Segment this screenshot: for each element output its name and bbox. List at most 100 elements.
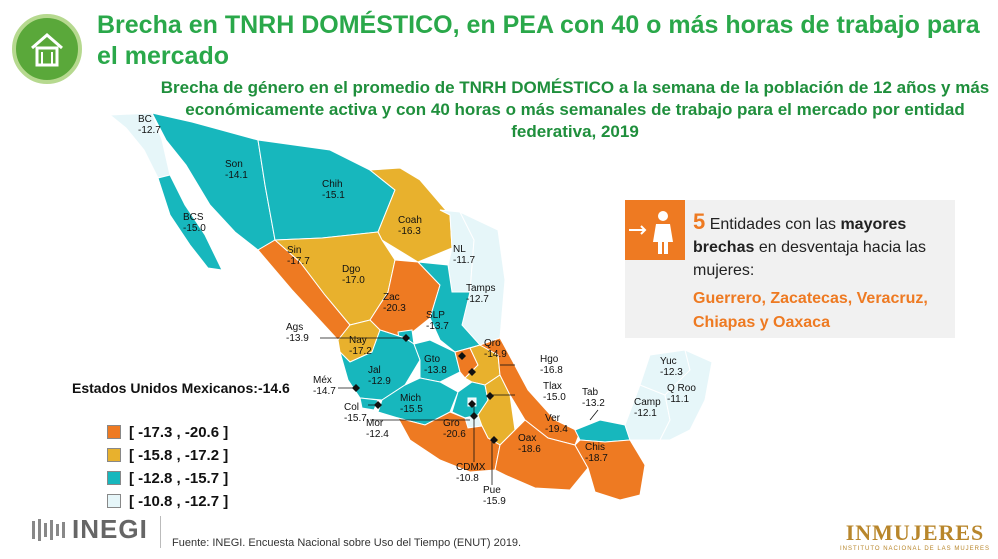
source-note: Fuente: INEGI. Encuesta Nacional sobre U… bbox=[172, 537, 522, 549]
state-label-value: -13.8 bbox=[424, 365, 447, 376]
callout-states: Guerrero, Zacatecas, Veracruz, Chiapas y… bbox=[693, 290, 928, 331]
inegi-dots-icon bbox=[32, 518, 65, 541]
state-label-abbr: CDMX bbox=[456, 462, 486, 473]
legend-swatch bbox=[107, 471, 121, 485]
state-label-value: -16.3 bbox=[398, 226, 421, 237]
state-label-value: -18.7 bbox=[585, 453, 608, 464]
state-label-value: -12.9 bbox=[368, 376, 391, 387]
footer-divider bbox=[160, 516, 161, 548]
state-label-value: -17.7 bbox=[287, 256, 310, 267]
state-tab bbox=[574, 419, 631, 443]
callout-text-bold: mayores brechas bbox=[693, 216, 907, 256]
national-label: Estados Unidos Mexicanos: bbox=[72, 380, 258, 396]
state-label-abbr: Oax bbox=[518, 433, 536, 444]
map-legend: [ -17.3 , -20.6 ] [ -15.8 , -17.2 ] [ -1… bbox=[107, 422, 228, 514]
state-label-abbr: Jal bbox=[368, 365, 381, 376]
state-label-value: -15.5 bbox=[400, 404, 423, 415]
state-label-value: -15.0 bbox=[543, 392, 566, 403]
legend-label: [ -12.8 , -15.7 ] bbox=[129, 469, 229, 487]
national-value: Estados Unidos Mexicanos:-14.6 bbox=[72, 380, 290, 396]
state-label-abbr: Sin bbox=[287, 245, 301, 256]
state-label-abbr: Mich bbox=[400, 393, 421, 404]
page-subtitle: Brecha de género en el promedio de TNRH … bbox=[160, 78, 990, 141]
leader-lines bbox=[320, 337, 599, 485]
inmujeres-logo: INMUJERES INSTITUTO NACIONAL DE LAS MUJE… bbox=[840, 520, 990, 552]
state-label-value: -15.1 bbox=[322, 190, 345, 201]
legend-item: [ -10.8 , -12.7 ] bbox=[107, 491, 228, 511]
woman-icon bbox=[629, 211, 673, 254]
state-label-abbr: Qro bbox=[484, 338, 501, 349]
state-label-abbr: BCS bbox=[183, 212, 204, 223]
state-label-abbr: Pue bbox=[483, 485, 501, 496]
state-label-abbr: Gto bbox=[424, 354, 441, 365]
state-label-value: -15.9 bbox=[483, 496, 506, 507]
state-label-value: -12.1 bbox=[634, 408, 657, 419]
state-label-abbr: Mor bbox=[366, 418, 384, 429]
marker-dots bbox=[352, 334, 498, 444]
state-label-abbr: Tab bbox=[582, 387, 599, 398]
logo-badge bbox=[12, 14, 82, 84]
legend-item: [ -17.3 , -20.6 ] bbox=[107, 422, 228, 442]
callout-box: 5 Entidades con las mayores brechas en d… bbox=[625, 200, 955, 338]
state-label-value: -11.7 bbox=[453, 255, 475, 266]
state-label-abbr: NL bbox=[453, 244, 466, 255]
state-label-abbr: Coah bbox=[398, 215, 422, 226]
legend-item: [ -12.8 , -15.7 ] bbox=[107, 468, 228, 488]
state-label-value: -13.9 bbox=[286, 333, 309, 344]
state-label-value: -20.3 bbox=[383, 303, 406, 314]
inmujeres-wordmark: INMUJERES bbox=[845, 520, 985, 545]
state-label-abbr: Zac bbox=[383, 292, 400, 303]
state-label-value: -15.7 bbox=[344, 413, 367, 424]
state-label-abbr: Tlax bbox=[543, 381, 562, 392]
state-label-abbr: Chis bbox=[585, 442, 605, 453]
state-gro bbox=[397, 411, 501, 473]
state-label-value: -15.0 bbox=[183, 223, 206, 234]
state-label-abbr: Yuc bbox=[660, 356, 677, 367]
state-label-abbr: BC bbox=[138, 114, 152, 125]
legend-label: [ -10.8 , -12.7 ] bbox=[129, 492, 229, 510]
state-label-abbr: Son bbox=[225, 159, 243, 170]
state-label-abbr: Col bbox=[344, 402, 359, 413]
state-label-value: -14.1 bbox=[225, 170, 248, 181]
state-label-value: -17.2 bbox=[349, 346, 372, 357]
state-label-value: -17.0 bbox=[342, 275, 365, 286]
state-label-value: -11.1 bbox=[667, 394, 689, 405]
state-label-value: -13.2 bbox=[582, 398, 605, 409]
state-label-value: -19.4 bbox=[545, 424, 568, 435]
state-label-abbr: Méx bbox=[313, 375, 332, 386]
state-label-abbr: Chih bbox=[322, 179, 343, 190]
state-col bbox=[359, 397, 379, 411]
callout-text-b: en desventaja hacia las mujeres: bbox=[693, 239, 927, 279]
callout-count: 5 bbox=[693, 209, 706, 234]
state-label-value: -10.8 bbox=[456, 473, 479, 484]
callout-text: 5 Entidades con las mayores brechas en d… bbox=[693, 210, 951, 282]
state-coah bbox=[368, 167, 453, 263]
legend-swatch bbox=[107, 448, 121, 462]
legend-item: [ -15.8 , -17.2 ] bbox=[107, 445, 228, 465]
state-label-value: -18.6 bbox=[518, 444, 541, 455]
state-label-abbr: Gro bbox=[443, 418, 460, 429]
state-chis bbox=[574, 439, 646, 501]
state-label-value: -14.7 bbox=[313, 386, 336, 397]
legend-swatch bbox=[107, 425, 121, 439]
callout-text-a: Entidades con las bbox=[705, 216, 841, 233]
state-label-abbr: Q Roo bbox=[667, 383, 696, 394]
state-qroo bbox=[659, 349, 713, 441]
state-label-abbr: Tamps bbox=[466, 283, 495, 294]
state-mich bbox=[377, 377, 459, 426]
state-bcs bbox=[157, 174, 223, 271]
state-label-value: -12.7 bbox=[138, 125, 161, 136]
state-label-abbr: SLP bbox=[426, 310, 445, 321]
state-label-value: -12.4 bbox=[366, 429, 389, 440]
state-label-abbr: Ags bbox=[286, 322, 303, 333]
state-label-abbr: Camp bbox=[634, 397, 661, 408]
state-label-value: -14.9 bbox=[484, 349, 507, 360]
state-label-abbr: Hgo bbox=[540, 354, 559, 365]
state-label-value: -16.8 bbox=[540, 365, 563, 376]
state-label-abbr: Dgo bbox=[342, 264, 361, 275]
legend-swatch bbox=[107, 494, 121, 508]
state-label-abbr: Nay bbox=[349, 335, 367, 346]
state-label-value: -12.3 bbox=[660, 367, 683, 378]
state-label-abbr: Ver bbox=[545, 413, 561, 424]
